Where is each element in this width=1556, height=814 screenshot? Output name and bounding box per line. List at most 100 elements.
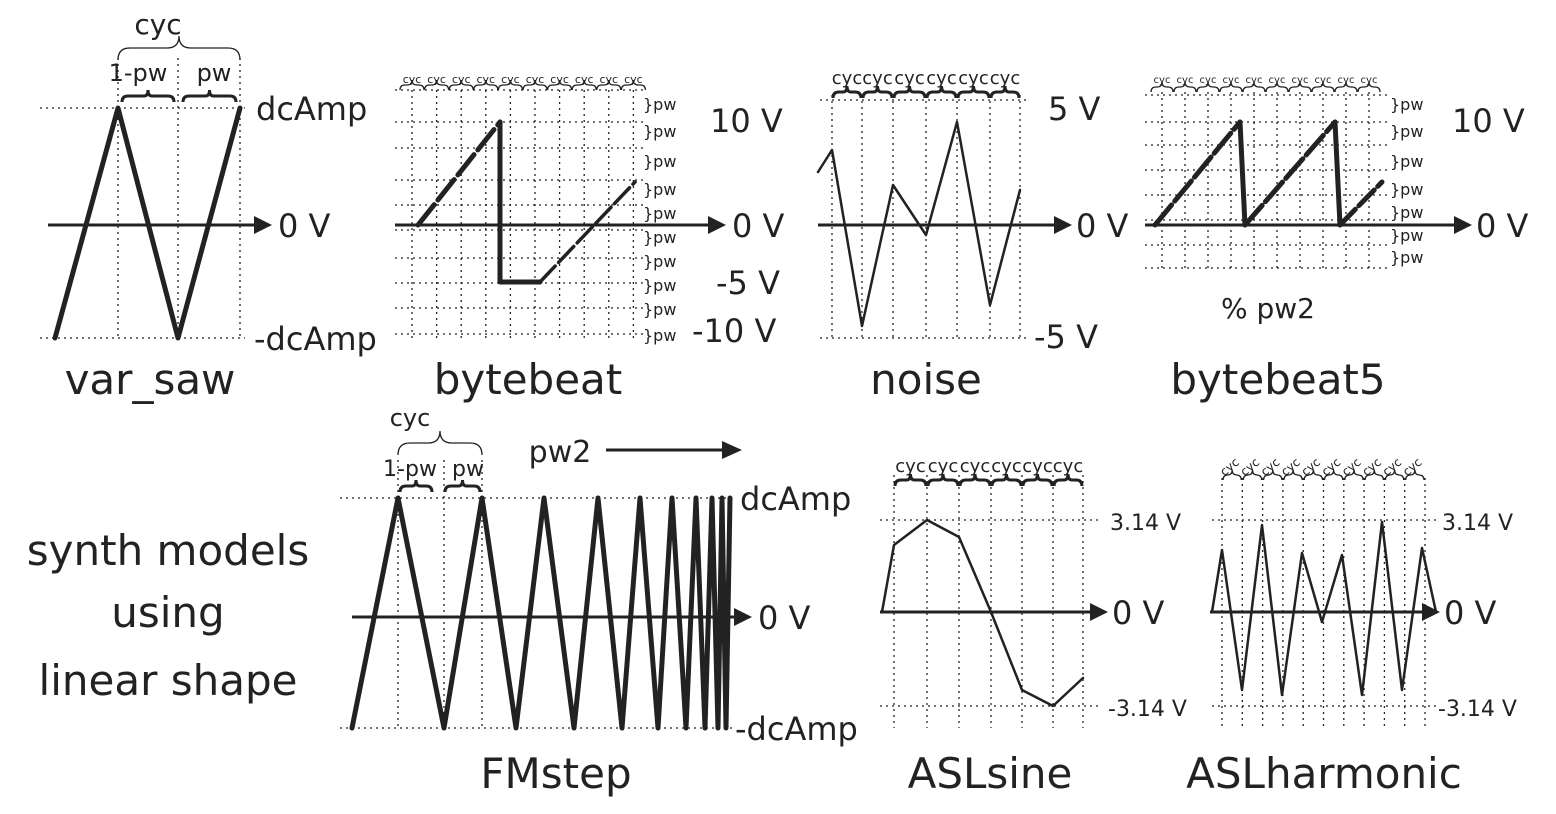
one-minus-pw-brace [398, 479, 434, 493]
cyc-label: cyc [991, 456, 1021, 477]
waveform [816, 120, 1022, 328]
cyc-label: cyc [1361, 75, 1378, 86]
minus-five-volt-label: -5 V [716, 264, 780, 302]
axis-arrowhead [1454, 216, 1472, 234]
cyc-label: cyc [1200, 75, 1217, 86]
pw-brace [443, 479, 482, 493]
cyc-label: cyc [575, 73, 594, 86]
pw-label: }pw [1390, 95, 1423, 114]
cycle-brace [926, 473, 960, 487]
caption-line: synth models [27, 526, 309, 575]
zero-volt-label: 0 V [1076, 207, 1129, 245]
dcamp-top-label: dcAmp [740, 480, 851, 518]
ten-volt-label: 10 V [710, 102, 783, 140]
cycle-brace [399, 79, 425, 91]
pw-label: }pw [643, 122, 676, 141]
waveform [1337, 179, 1385, 228]
cyc-label: cyc [960, 456, 990, 477]
pw-label: }pw [643, 204, 676, 223]
cycle-brace [117, 35, 241, 61]
cyc-label: cyc [990, 68, 1020, 89]
caption-line: using [111, 588, 224, 637]
panel-fmstep: cyc 1-pw pw pw2 dcAmp 0 V -dcAmp FMstep [340, 404, 858, 798]
minus-five-volt-label: -5 V [1034, 318, 1098, 356]
cycle-brace [892, 85, 927, 99]
panel-title: var_saw [65, 355, 236, 404]
panel-title: FMstep [480, 749, 631, 798]
cyc-label: cyc [958, 68, 988, 89]
cyc-label: cyc [134, 8, 181, 41]
cycle-brace [473, 79, 499, 91]
waveform [880, 518, 1085, 708]
zero-volt-label: 0 V [1476, 207, 1529, 245]
cycle-brace [546, 79, 573, 91]
cyc-label: cyc [550, 73, 569, 86]
cycle-brace [1283, 469, 1303, 481]
zero-volt-label: 0 V [1112, 594, 1165, 632]
cyc-label: cyc [1053, 456, 1083, 477]
pw-label: }pw [643, 180, 676, 199]
pw-label: }pw [643, 300, 676, 319]
side-caption: synth models using linear shape [27, 526, 309, 705]
cycle-brace [893, 473, 928, 487]
pw2-label: pw2 [529, 435, 592, 470]
cycle-brace [1242, 81, 1266, 93]
waveform [1242, 119, 1338, 228]
waveform [415, 119, 503, 228]
cyc-label: cyc [427, 73, 446, 86]
cyc-label: cyc [895, 456, 925, 477]
v-top-label: 3.14 V [1110, 511, 1181, 536]
pw-label: }pw [643, 252, 676, 271]
cycle-brace [1222, 469, 1242, 481]
cycle-brace [397, 430, 483, 456]
dcamp-bottom-label: -dcAmp [254, 320, 377, 358]
cycle-brace [1150, 81, 1174, 93]
cycle-brace [1384, 469, 1405, 481]
cycle-brace [596, 79, 622, 91]
pw-label: }pw [1390, 152, 1423, 171]
axis-arrowhead [1054, 216, 1072, 234]
cyc-label: cyc [928, 456, 958, 477]
cyc-label: cyc [403, 73, 422, 86]
cycle-brace [1265, 81, 1289, 93]
pw-label: }pw [643, 276, 676, 295]
cycle-brace [989, 85, 1021, 99]
five-volt-label: 5 V [1048, 90, 1101, 128]
cyc-label: cyc [501, 73, 520, 86]
cyc-label: cyc [926, 68, 956, 89]
cycle-brace [1311, 81, 1335, 93]
cycle-brace [571, 79, 597, 91]
cyc-label: cyc [862, 68, 892, 89]
pw-label: }pw [643, 326, 676, 345]
cycle-brace [448, 79, 474, 91]
waveform [1237, 119, 1248, 228]
cycle-brace [990, 473, 1023, 487]
zero-volt-label: 0 V [732, 207, 785, 245]
cycle-brace [925, 85, 958, 99]
pw-label: }pw [1390, 122, 1423, 141]
cyc-label: cyc [1022, 456, 1052, 477]
cyc-label: cyc [390, 404, 431, 432]
panel-title: bytebeat5 [1170, 355, 1385, 404]
caption-line: linear shape [39, 656, 298, 705]
cyc-label: cyc [624, 73, 643, 86]
cycle-brace [1405, 469, 1425, 481]
cycle-brace [831, 85, 863, 99]
pw-label: }pw [1390, 248, 1423, 267]
cyc-label: cyc [1223, 75, 1240, 86]
zero-volt-label: 0 V [1444, 594, 1497, 632]
cycle-brace [1357, 81, 1381, 93]
waveform [349, 495, 733, 731]
pw-label: }pw [643, 95, 676, 114]
panel-title: ASLharmonic [1186, 749, 1462, 798]
cycle-brace [1323, 469, 1344, 481]
cycle-brace [1344, 469, 1364, 481]
cycle-brace [1219, 81, 1243, 93]
cyc-label: cyc [1246, 75, 1263, 86]
v-top-label: 3.14 V [1442, 511, 1513, 536]
cyc-label: cyc [599, 73, 618, 86]
one-minus-pw-label: 1-pw [383, 457, 437, 482]
v-bottom-label: -3.14 V [1438, 697, 1517, 722]
